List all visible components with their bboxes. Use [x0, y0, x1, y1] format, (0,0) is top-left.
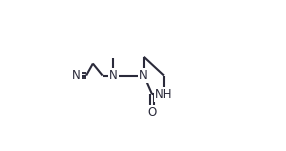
Text: N: N — [72, 69, 81, 82]
Text: N: N — [139, 69, 148, 82]
Text: NH: NH — [155, 88, 173, 101]
Text: O: O — [147, 106, 157, 119]
Text: N: N — [109, 69, 118, 82]
